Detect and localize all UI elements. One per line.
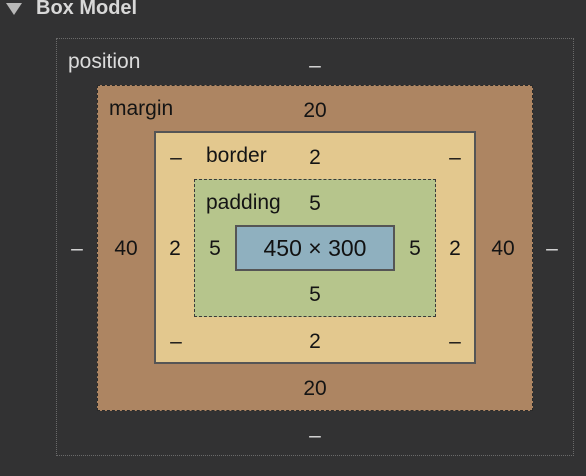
position-top-value[interactable]: –: [309, 54, 321, 77]
padding-left-value[interactable]: 5: [209, 237, 221, 260]
margin-bottom-value[interactable]: 20: [303, 377, 327, 400]
box-model-title: Box Model: [36, 0, 138, 19]
border-bottom-left-corner: –: [170, 330, 182, 353]
position-bottom-value[interactable]: –: [309, 424, 321, 447]
border-bottom-value[interactable]: 2: [309, 330, 321, 353]
border-bottom-right-corner: –: [449, 330, 461, 353]
position-box: [56, 38, 574, 456]
margin-top-value[interactable]: 20: [303, 99, 327, 122]
position-left-value[interactable]: –: [71, 237, 83, 260]
position-right-value[interactable]: –: [546, 237, 558, 260]
padding-bottom-value[interactable]: 5: [309, 283, 321, 306]
margin-right-value[interactable]: 40: [491, 237, 515, 260]
padding-top-value[interactable]: 5: [309, 192, 321, 215]
border-top-left-corner: –: [170, 146, 182, 169]
content-box[interactable]: 450 × 300: [235, 225, 395, 271]
margin-left-value[interactable]: 40: [114, 237, 138, 260]
border-label: border: [206, 144, 267, 167]
padding-label: padding: [206, 191, 281, 214]
border-top-value[interactable]: 2: [309, 146, 321, 169]
content-size-value: 450 × 300: [263, 234, 367, 261]
box-model-header[interactable]: Box Model: [6, 0, 137, 22]
collapse-triangle-icon[interactable]: [6, 3, 22, 15]
border-top-right-corner: –: [449, 146, 461, 169]
border-right-value[interactable]: 2: [449, 237, 461, 260]
position-label: position: [68, 50, 141, 73]
padding-right-value[interactable]: 5: [409, 237, 421, 260]
border-left-value[interactable]: 2: [169, 237, 181, 260]
margin-label: margin: [109, 97, 174, 120]
